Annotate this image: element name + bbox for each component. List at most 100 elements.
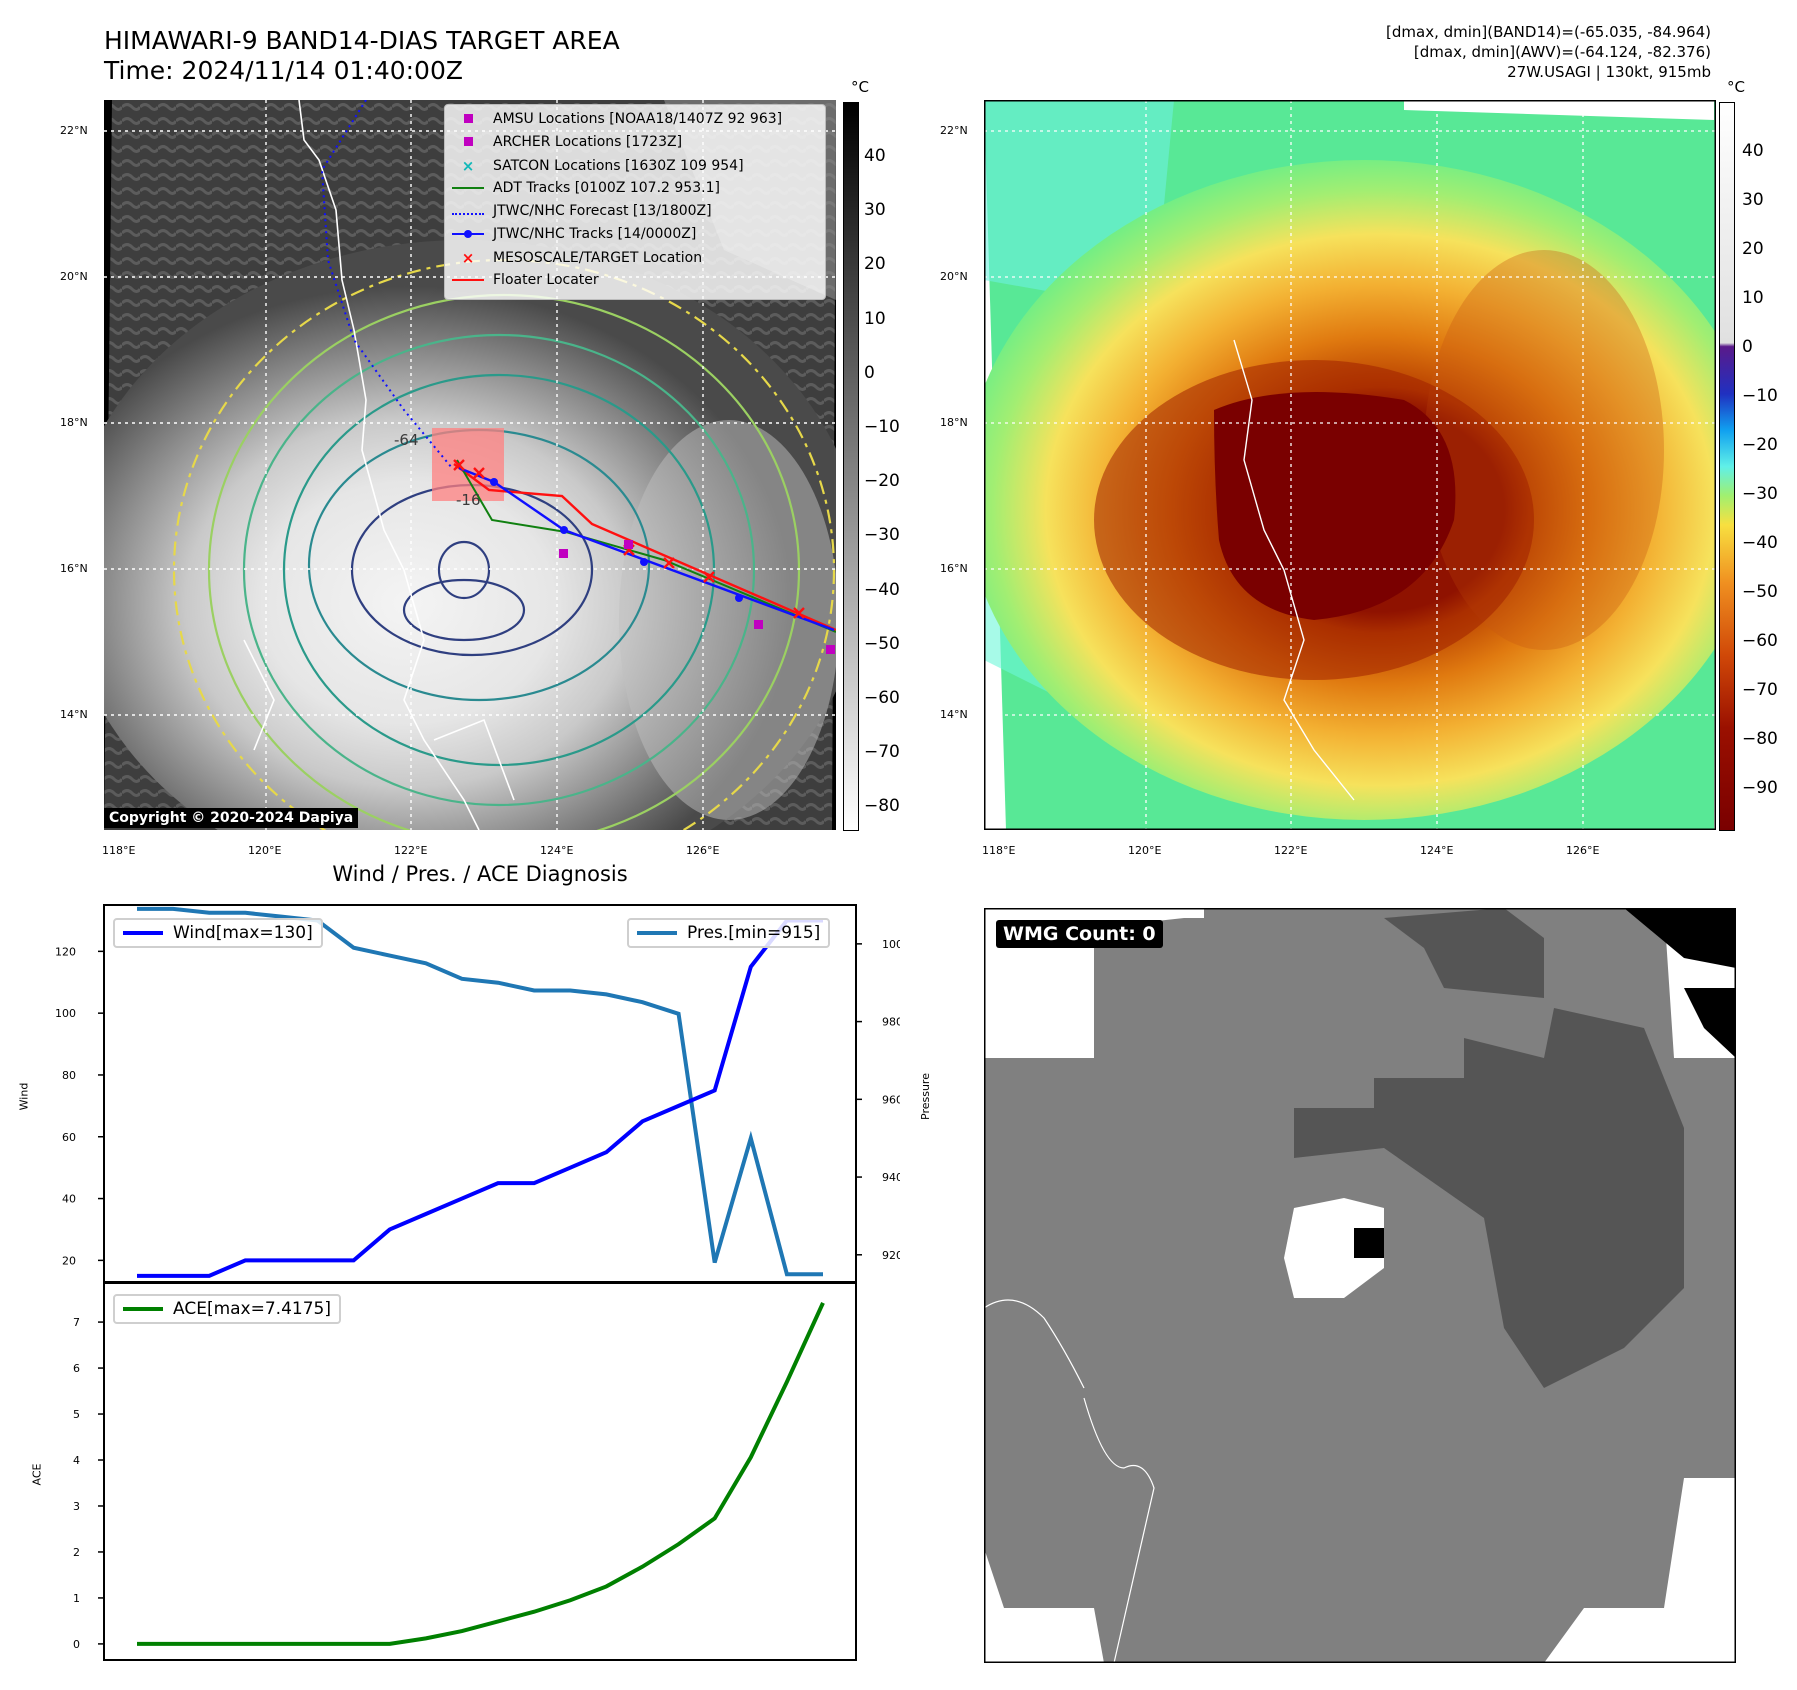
- figure-title: HIMAWARI-9 BAND14-DIAS TARGET AREA: [104, 26, 620, 55]
- legend-entry: ARCHER Locations [1723Z]: [451, 134, 682, 150]
- wind-yticks: 20 40 60 80 100 120: [55, 945, 104, 1267]
- legend-marker: [451, 203, 485, 219]
- colorbar-tick-label: 40: [1742, 141, 1764, 161]
- ace-tick-label: 0: [73, 1638, 80, 1651]
- lon-tick: 120°E: [1128, 844, 1162, 857]
- legend-entry: Floater Locater: [451, 272, 599, 288]
- legend-marker: [451, 111, 485, 127]
- meta-band14: [dmax, dmin](BAND14)=(-65.035, -84.964): [1386, 23, 1711, 41]
- ace-tick-label: 7: [73, 1316, 80, 1329]
- colorbar-tick-label: −30: [1742, 484, 1778, 504]
- pressure-yticks: 920 940 960 980 1000: [856, 938, 900, 1262]
- ace-axis-label: ACE: [30, 1463, 44, 1486]
- wind-tick-label: 60: [62, 1131, 76, 1144]
- colorbar-tick-label: 0: [864, 362, 875, 383]
- pressure-axis-label: Pressure: [918, 1073, 932, 1120]
- colorbar-tick-label: 30: [1742, 190, 1764, 210]
- wind-pressure-axes: [103, 904, 857, 1283]
- pressure-tick-label: 1000: [882, 938, 900, 951]
- lon-tick: 122°E: [1274, 844, 1308, 857]
- wind-legend-swatch: [123, 931, 163, 935]
- legend-entry-label: JTWC/NHC Forecast [13/1800Z]: [493, 203, 712, 219]
- contour-label: -64: [394, 431, 419, 449]
- lat-tick: 14°N: [60, 708, 88, 721]
- colorbar-tick-label: −70: [1742, 680, 1778, 700]
- pressure-tick-label: 940: [882, 1171, 900, 1184]
- lat-tick: 22°N: [940, 124, 968, 137]
- legend-entry: AMSU Locations [NOAA18/1407Z 92 963]: [451, 111, 782, 127]
- lat-tick: 18°N: [940, 416, 968, 429]
- pressure-tick-label: 960: [882, 1093, 900, 1106]
- colorbar-tick-label: −60: [864, 688, 900, 708]
- wind-tick-label: 120: [55, 945, 76, 958]
- colorbar-tick-label: −20: [864, 471, 900, 492]
- lon-tick: 118°E: [102, 844, 136, 857]
- lon-tick: 124°E: [540, 844, 574, 857]
- colorbar-tick-label: 10: [1742, 288, 1764, 308]
- ace-tick-label: 4: [73, 1454, 80, 1467]
- legend-entry: ADT Tracks [0100Z 107.2 953.1]: [451, 180, 720, 196]
- wind-tick-label: 100: [55, 1007, 76, 1020]
- colorbar-tick-label: 0: [1742, 337, 1753, 357]
- contour-label: -16: [456, 491, 481, 509]
- wind-legend: Wind[max=130]: [113, 918, 323, 948]
- map-legend: AMSU Locations [NOAA18/1407Z 92 963] ARCH…: [444, 104, 826, 300]
- legend-marker: [451, 134, 485, 150]
- lat-tick: 16°N: [940, 562, 968, 575]
- legend-entry-label: JTWC/NHC Tracks [14/0000Z]: [493, 226, 697, 242]
- legend-entry-label: Floater Locater: [493, 272, 599, 288]
- colorbar-tick-label: −40: [864, 579, 900, 600]
- legend-marker: ×: [461, 157, 475, 175]
- wind-series-line: [137, 918, 823, 1278]
- lat-tick: 14°N: [940, 708, 968, 721]
- colorbar-tick-label: 40: [864, 146, 886, 166]
- ace-tick-label: 6: [73, 1362, 80, 1375]
- diagnosis-title: Wind / Pres. / ACE Diagnosis: [332, 862, 628, 886]
- wind-tick-label: 80: [62, 1069, 76, 1082]
- lat-tick: 20°N: [940, 270, 968, 283]
- meta-awv: [dmax, dmin](AWV)=(-64.124, -82.376): [1413, 43, 1711, 61]
- lat-tick: 16°N: [60, 562, 88, 575]
- colorbar-tick-label: 10: [864, 308, 886, 329]
- ace-tick-label: 3: [73, 1500, 80, 1513]
- ace-chart: 0 1 2 3 4 5 6 7: [73, 1282, 857, 1661]
- colorbar-tick-label: −40: [1742, 533, 1778, 553]
- wind-tick-label: 40: [62, 1193, 76, 1206]
- legend-entry: × MESOSCALE/TARGET Location: [451, 249, 702, 267]
- legend-entry-label: MESOSCALE/TARGET Location: [493, 250, 703, 266]
- wind-legend-label: Wind[max=130]: [173, 923, 313, 943]
- wind-pressure-chart: 20 40 60 80 100 120 920 940 960 980 1000: [55, 904, 900, 1283]
- pressure-tick-label: 980: [882, 1016, 900, 1029]
- lat-tick: 18°N: [60, 416, 88, 429]
- colorbar-tick-label: −70: [864, 742, 900, 763]
- colorbar-tick-label: 20: [864, 254, 886, 275]
- copyright-label: Copyright © 2020-2024 Dapiya: [104, 808, 359, 828]
- legend-marker: [451, 180, 485, 196]
- colorbar-color: [1719, 102, 1735, 831]
- ace-tick-label: 1: [73, 1592, 80, 1605]
- ace-legend: ACE[max=7.4175]: [113, 1294, 341, 1324]
- colorbar-tick-label: −80: [864, 796, 900, 817]
- ace-axes: [103, 1282, 857, 1661]
- legend-entry-label: ARCHER Locations [1723Z]: [493, 134, 683, 150]
- colorbar-color-unit: °C: [1727, 78, 1745, 96]
- legend-entry-label: SATCON Locations [1630Z 109 954]: [493, 158, 744, 174]
- wind-axis-label: Wind: [17, 1082, 31, 1111]
- color-map-panel: [984, 100, 1716, 830]
- pressure-legend-swatch: [637, 931, 677, 935]
- colorbar-tick-label: −10: [1742, 386, 1778, 406]
- lon-tick: 122°E: [394, 844, 428, 857]
- lat-tick: 20°N: [60, 270, 88, 283]
- legend-marker: [451, 226, 485, 242]
- pressure-legend: Pres.[min=915]: [627, 918, 831, 948]
- colorbar-tick-label: 20: [1742, 239, 1764, 259]
- meta-storm: 27W.USAGI | 130kt, 915mb: [1507, 63, 1711, 81]
- colorbar-gray: [843, 102, 859, 831]
- colorbar-tick-label: −30: [864, 525, 900, 546]
- ace-series-line: [137, 1302, 825, 1646]
- pressure-legend-label: Pres.[min=915]: [687, 923, 821, 943]
- wmg-panel: [984, 908, 1736, 1663]
- colorbar-tick-label: −20: [1742, 435, 1778, 455]
- pressure-tick-label: 920: [882, 1249, 900, 1262]
- legend-entry-label: AMSU Locations [NOAA18/1407Z 92 963]: [493, 111, 783, 127]
